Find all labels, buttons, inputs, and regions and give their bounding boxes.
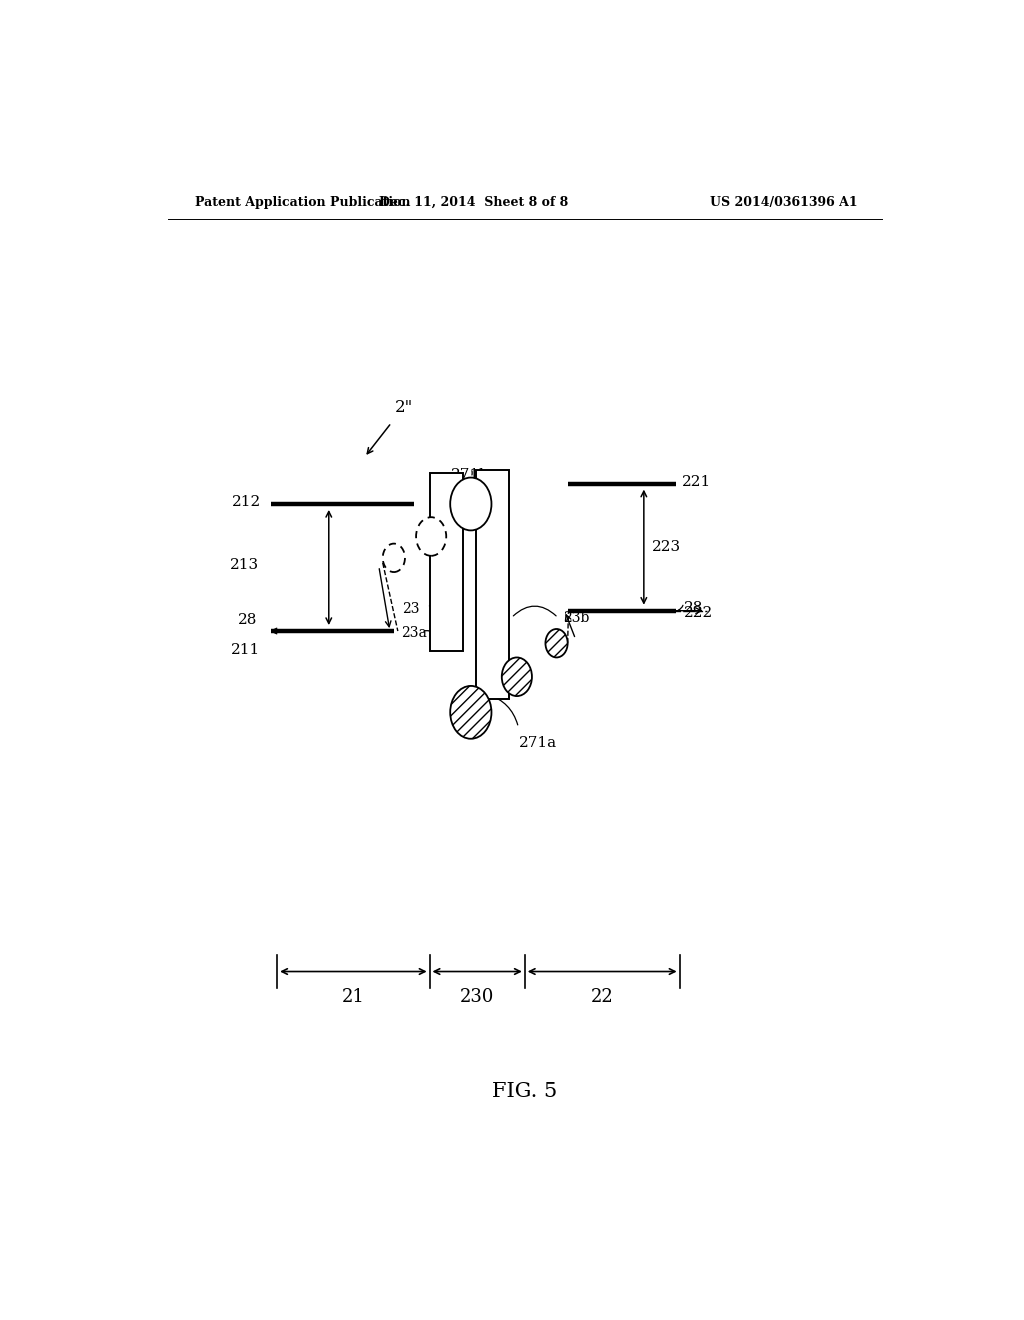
Text: 23a: 23a: [401, 626, 427, 640]
Text: 28: 28: [684, 601, 702, 615]
Text: 271a: 271a: [518, 735, 557, 750]
Text: 211: 211: [230, 643, 260, 657]
Text: 23: 23: [402, 602, 420, 615]
Text: Dec. 11, 2014  Sheet 8 of 8: Dec. 11, 2014 Sheet 8 of 8: [379, 195, 568, 209]
Text: 213: 213: [229, 558, 259, 572]
Circle shape: [416, 517, 446, 556]
Text: 22: 22: [591, 987, 614, 1006]
Text: 212: 212: [232, 495, 261, 510]
Text: 223: 223: [652, 540, 681, 553]
Text: 28: 28: [238, 612, 257, 627]
Text: US 2014/0361396 A1: US 2014/0361396 A1: [711, 195, 858, 209]
Circle shape: [546, 630, 567, 657]
Text: Patent Application Publication: Patent Application Publication: [196, 195, 411, 209]
Text: 21: 21: [342, 987, 365, 1006]
Text: FIG. 5: FIG. 5: [493, 1082, 557, 1101]
Text: 2": 2": [395, 399, 414, 416]
Text: 23b: 23b: [563, 611, 589, 624]
Bar: [430, 474, 463, 651]
Bar: [475, 470, 509, 700]
Text: 230: 230: [460, 987, 495, 1006]
Circle shape: [451, 686, 492, 739]
Circle shape: [383, 544, 404, 572]
Circle shape: [502, 657, 531, 696]
Text: 271b: 271b: [452, 469, 490, 482]
Text: 221: 221: [682, 475, 712, 488]
Circle shape: [451, 478, 492, 531]
Text: 222: 222: [684, 606, 713, 619]
